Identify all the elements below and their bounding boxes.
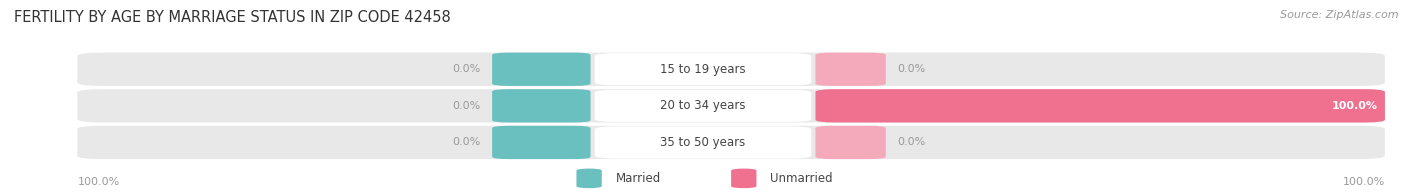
FancyBboxPatch shape bbox=[595, 90, 811, 122]
Text: Source: ZipAtlas.com: Source: ZipAtlas.com bbox=[1281, 10, 1399, 20]
Text: 20 to 34 years: 20 to 34 years bbox=[661, 99, 745, 112]
Text: 100.0%: 100.0% bbox=[1331, 101, 1378, 111]
FancyBboxPatch shape bbox=[576, 169, 602, 188]
Text: 100.0%: 100.0% bbox=[1343, 177, 1385, 187]
Text: FERTILITY BY AGE BY MARRIAGE STATUS IN ZIP CODE 42458: FERTILITY BY AGE BY MARRIAGE STATUS IN Z… bbox=[14, 10, 451, 25]
Text: Unmarried: Unmarried bbox=[770, 172, 834, 185]
Text: 0.0%: 0.0% bbox=[453, 137, 481, 147]
FancyBboxPatch shape bbox=[815, 53, 886, 86]
Text: 0.0%: 0.0% bbox=[453, 64, 481, 74]
Text: Married: Married bbox=[616, 172, 661, 185]
FancyBboxPatch shape bbox=[77, 89, 1385, 122]
Text: 0.0%: 0.0% bbox=[897, 137, 925, 147]
Text: 15 to 19 years: 15 to 19 years bbox=[661, 63, 745, 76]
Text: 0.0%: 0.0% bbox=[897, 64, 925, 74]
FancyBboxPatch shape bbox=[77, 53, 1385, 86]
FancyBboxPatch shape bbox=[595, 53, 811, 85]
FancyBboxPatch shape bbox=[77, 126, 1385, 159]
FancyBboxPatch shape bbox=[492, 89, 591, 122]
Text: 100.0%: 100.0% bbox=[77, 177, 120, 187]
FancyBboxPatch shape bbox=[815, 126, 886, 159]
FancyBboxPatch shape bbox=[731, 169, 756, 188]
FancyBboxPatch shape bbox=[492, 126, 591, 159]
FancyBboxPatch shape bbox=[815, 89, 1385, 122]
FancyBboxPatch shape bbox=[492, 53, 591, 86]
FancyBboxPatch shape bbox=[595, 126, 811, 159]
Text: 0.0%: 0.0% bbox=[453, 101, 481, 111]
Text: 35 to 50 years: 35 to 50 years bbox=[661, 136, 745, 149]
